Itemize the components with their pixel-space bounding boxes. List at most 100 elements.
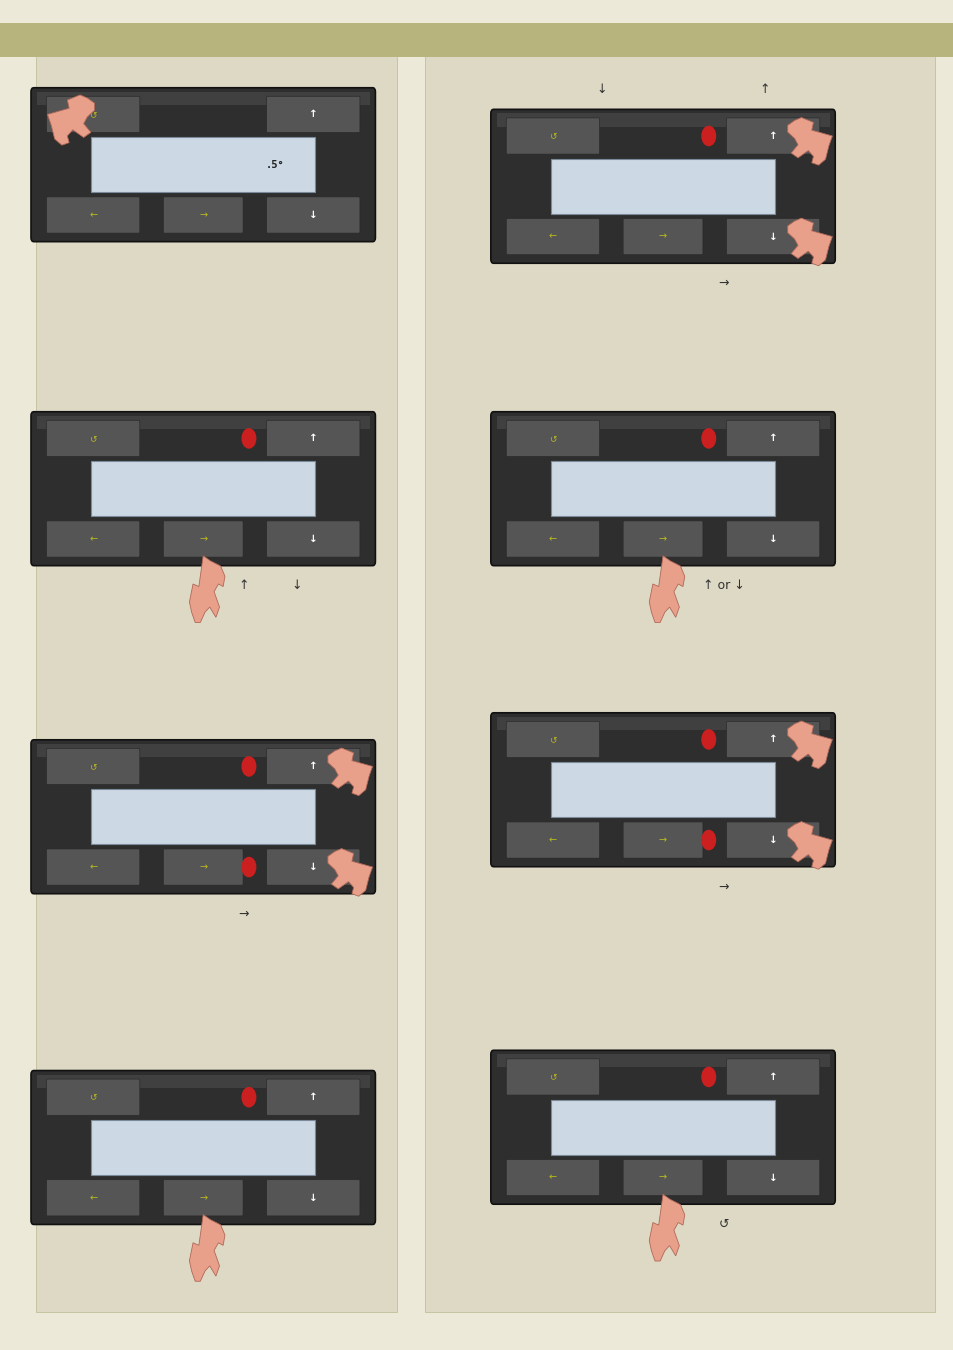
Circle shape <box>242 757 255 776</box>
Text: ↺: ↺ <box>90 1092 97 1102</box>
Circle shape <box>701 429 715 448</box>
Text: .5°: .5° <box>265 159 284 170</box>
Text: →: → <box>238 907 249 921</box>
FancyBboxPatch shape <box>725 117 819 154</box>
Text: ↓: ↓ <box>309 535 317 544</box>
Text: →: → <box>659 836 666 845</box>
Text: ←: ← <box>89 535 97 544</box>
Polygon shape <box>190 556 225 622</box>
Polygon shape <box>787 822 831 869</box>
FancyBboxPatch shape <box>266 849 359 886</box>
Polygon shape <box>649 1195 684 1261</box>
Text: ↑: ↑ <box>309 109 317 119</box>
FancyBboxPatch shape <box>47 197 140 234</box>
FancyBboxPatch shape <box>506 822 599 859</box>
Bar <box>551 1099 774 1156</box>
Bar <box>424 32 934 1312</box>
Text: ↓: ↓ <box>309 863 317 872</box>
FancyBboxPatch shape <box>622 521 702 558</box>
Text: ←: ← <box>89 863 97 872</box>
FancyBboxPatch shape <box>506 721 599 757</box>
FancyBboxPatch shape <box>30 88 375 242</box>
Bar <box>496 717 828 730</box>
FancyBboxPatch shape <box>47 748 140 784</box>
Circle shape <box>701 127 715 146</box>
FancyBboxPatch shape <box>47 849 140 886</box>
FancyBboxPatch shape <box>490 713 835 867</box>
Text: ←: ← <box>548 232 557 242</box>
Text: ↓: ↓ <box>768 535 777 544</box>
Text: →: → <box>659 1173 666 1183</box>
Circle shape <box>242 1088 255 1107</box>
FancyBboxPatch shape <box>266 748 359 784</box>
Polygon shape <box>328 849 372 896</box>
Text: ↑ or ↓: ↑ or ↓ <box>702 579 744 593</box>
Text: ↺: ↺ <box>549 734 557 744</box>
Circle shape <box>242 429 255 448</box>
FancyBboxPatch shape <box>266 197 359 234</box>
FancyBboxPatch shape <box>163 521 243 558</box>
FancyBboxPatch shape <box>490 109 835 263</box>
FancyBboxPatch shape <box>725 1058 819 1095</box>
FancyBboxPatch shape <box>725 1160 819 1196</box>
Text: →: → <box>199 211 207 220</box>
FancyBboxPatch shape <box>266 521 359 558</box>
Text: ↺: ↺ <box>90 761 97 771</box>
Bar <box>551 158 774 215</box>
FancyBboxPatch shape <box>266 1079 359 1115</box>
Text: ←: ← <box>548 535 557 544</box>
Bar <box>551 460 774 517</box>
Polygon shape <box>48 95 94 146</box>
FancyBboxPatch shape <box>622 219 702 255</box>
Polygon shape <box>787 117 831 165</box>
Text: →: → <box>718 880 728 894</box>
FancyBboxPatch shape <box>47 96 140 132</box>
Text: ↓: ↓ <box>768 836 777 845</box>
FancyBboxPatch shape <box>266 96 359 132</box>
Text: ↓: ↓ <box>768 232 777 242</box>
Text: ↓: ↓ <box>309 211 317 220</box>
FancyBboxPatch shape <box>725 420 819 456</box>
Text: ↺: ↺ <box>90 109 97 119</box>
Polygon shape <box>787 219 831 266</box>
FancyBboxPatch shape <box>30 1071 375 1224</box>
Text: ↑: ↑ <box>768 734 777 744</box>
Text: ↺: ↺ <box>549 433 557 443</box>
Text: ↑: ↑ <box>309 1092 317 1102</box>
FancyBboxPatch shape <box>47 420 140 456</box>
Bar <box>551 761 774 818</box>
Bar <box>91 136 314 193</box>
FancyBboxPatch shape <box>30 740 375 894</box>
Text: ↑: ↑ <box>238 579 249 593</box>
Text: ↑: ↑ <box>768 1072 777 1081</box>
Text: ↑: ↑ <box>309 761 317 771</box>
FancyBboxPatch shape <box>47 1180 140 1216</box>
FancyBboxPatch shape <box>622 1160 702 1196</box>
FancyBboxPatch shape <box>163 849 243 886</box>
Text: ←: ← <box>89 1193 97 1203</box>
FancyBboxPatch shape <box>490 412 835 566</box>
Text: ↓: ↓ <box>597 82 607 96</box>
Text: ←: ← <box>548 836 557 845</box>
Polygon shape <box>787 721 831 768</box>
Text: ↓: ↓ <box>291 579 301 593</box>
Text: →: → <box>659 535 666 544</box>
Text: ↺: ↺ <box>90 433 97 443</box>
Polygon shape <box>328 748 372 795</box>
FancyBboxPatch shape <box>725 721 819 757</box>
Polygon shape <box>649 556 684 622</box>
FancyBboxPatch shape <box>506 117 599 154</box>
Bar <box>496 113 828 127</box>
Text: ↺: ↺ <box>549 1072 557 1081</box>
Text: →: → <box>199 1193 207 1203</box>
FancyBboxPatch shape <box>725 521 819 558</box>
Text: ↑: ↑ <box>768 433 777 443</box>
Text: ↓: ↓ <box>768 1173 777 1183</box>
FancyBboxPatch shape <box>47 521 140 558</box>
FancyBboxPatch shape <box>506 420 599 456</box>
Text: →: → <box>659 232 666 242</box>
FancyBboxPatch shape <box>266 1180 359 1216</box>
FancyBboxPatch shape <box>506 521 599 558</box>
FancyBboxPatch shape <box>47 1079 140 1115</box>
Bar <box>496 1054 828 1068</box>
